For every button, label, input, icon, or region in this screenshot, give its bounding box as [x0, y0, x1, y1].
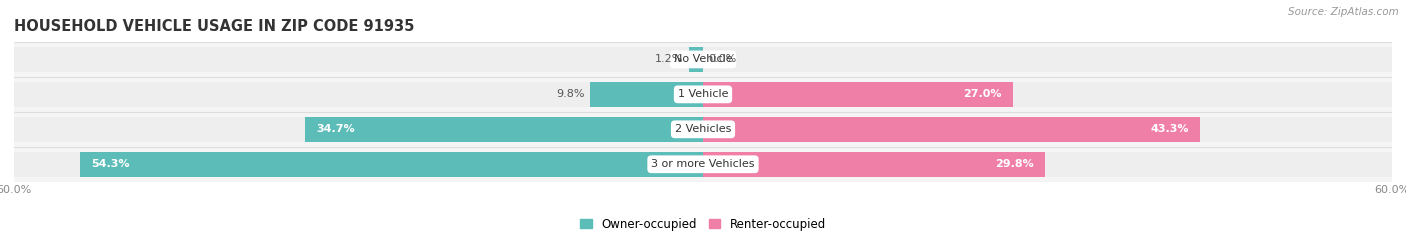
Text: 9.8%: 9.8%	[557, 89, 585, 99]
Text: HOUSEHOLD VEHICLE USAGE IN ZIP CODE 91935: HOUSEHOLD VEHICLE USAGE IN ZIP CODE 9193…	[14, 19, 415, 34]
Text: Source: ZipAtlas.com: Source: ZipAtlas.com	[1288, 7, 1399, 17]
Bar	[14, 112, 1392, 147]
Bar	[14, 117, 703, 142]
Bar	[14, 152, 703, 177]
Text: 1.2%: 1.2%	[655, 55, 683, 64]
Text: 43.3%: 43.3%	[1150, 124, 1188, 134]
Bar	[14, 42, 1392, 77]
Bar	[703, 82, 1392, 107]
Bar	[703, 117, 1392, 142]
Text: No Vehicle: No Vehicle	[673, 55, 733, 64]
Bar	[703, 152, 1045, 177]
Bar	[591, 82, 703, 107]
Bar	[703, 117, 1201, 142]
Bar	[80, 152, 703, 177]
Bar	[14, 147, 1392, 182]
Bar	[14, 47, 703, 72]
Text: 54.3%: 54.3%	[91, 159, 129, 169]
Bar	[305, 117, 703, 142]
Text: 1 Vehicle: 1 Vehicle	[678, 89, 728, 99]
Text: 3 or more Vehicles: 3 or more Vehicles	[651, 159, 755, 169]
Text: 34.7%: 34.7%	[316, 124, 354, 134]
Text: 2 Vehicles: 2 Vehicles	[675, 124, 731, 134]
Bar	[703, 47, 1392, 72]
Text: 0.0%: 0.0%	[709, 55, 737, 64]
Text: 29.8%: 29.8%	[995, 159, 1033, 169]
Legend: Owner-occupied, Renter-occupied: Owner-occupied, Renter-occupied	[575, 213, 831, 233]
Bar	[689, 47, 703, 72]
Bar	[14, 82, 703, 107]
Text: 27.0%: 27.0%	[963, 89, 1001, 99]
Bar	[703, 152, 1392, 177]
Bar	[14, 77, 1392, 112]
Bar	[703, 82, 1012, 107]
